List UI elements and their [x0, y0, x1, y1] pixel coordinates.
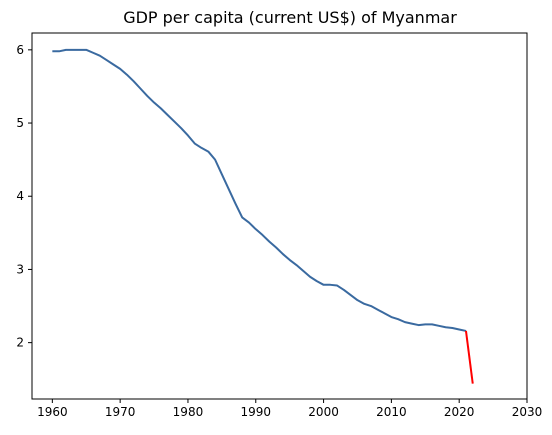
axes-layer: 1960 1970 1980 1990 2000 2010 2020 2030 2 3 4 5 6: [16, 32, 543, 419]
y-tick-label: 2: [16, 336, 24, 350]
series-line-2: [464, 330, 474, 384]
plot-frame: [31, 32, 528, 400]
x-tick-label: 1960: [37, 405, 68, 419]
x-tick-label: 2000: [308, 405, 339, 419]
x-tick-label: 1990: [240, 405, 271, 419]
x-tick-label: 2010: [376, 405, 407, 419]
x-tick-label: 2020: [444, 405, 475, 419]
x-tick-label: 1970: [105, 405, 136, 419]
y-tick-label: 5: [16, 116, 24, 130]
x-tick-label: 2030: [512, 405, 543, 419]
y-tick-label: 6: [16, 43, 24, 57]
y-tick-label: 3: [16, 262, 24, 276]
chart-title: GDP per capita (current US$) of Myanmar: [123, 8, 457, 27]
series-line-1: [52, 48, 467, 332]
series-layer: [52, 48, 474, 384]
y-tick-label: 4: [16, 189, 24, 203]
x-tick-label: 1980: [173, 405, 204, 419]
